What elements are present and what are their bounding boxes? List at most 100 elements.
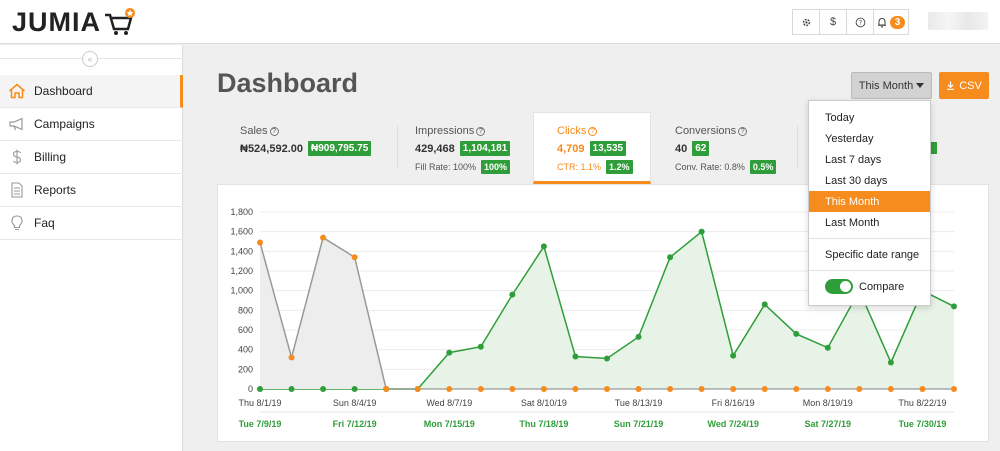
menu-divider (809, 270, 930, 271)
sidebar-item-billing[interactable]: Billing (0, 141, 183, 174)
sidebar-item-reports[interactable]: Reports (0, 174, 183, 207)
caret-down-icon (916, 83, 925, 88)
header-actions: $ ? 3 (792, 9, 909, 35)
compare-data-point (604, 355, 610, 362)
stat-value: 429,468 (415, 142, 455, 155)
home-icon (6, 82, 28, 100)
date-range-dropdown-button[interactable]: This Month (851, 72, 932, 99)
stat-sub-pill: 0.5% (749, 160, 777, 174)
y-tick-label: 1,400 (230, 246, 253, 256)
x-tick-label: Thu 8/22/19 (898, 398, 946, 408)
y-tick-label: 1,800 (230, 207, 253, 217)
user-menu[interactable] (928, 12, 988, 30)
x-tick-label: Wed 8/7/19 (426, 398, 472, 408)
compare-data-point (951, 303, 957, 310)
current-data-point (351, 254, 358, 261)
menu-item-today[interactable]: Today (825, 111, 855, 124)
stats-bar: Sales? ₦524,592.00 ₦909,795.75 Impression… (217, 112, 989, 184)
help-icon[interactable]: ? (846, 9, 874, 35)
x-compare-label: Tue 7/30/19 (899, 419, 947, 429)
csv-export-button[interactable]: CSV (939, 72, 989, 99)
menu-item-last-month[interactable]: Last Month (825, 216, 880, 229)
stat-compare-pill: 13,535 (589, 141, 627, 156)
stat-value-row: 40 62 (675, 141, 797, 156)
help-icon: ? (476, 126, 486, 136)
svg-text:?: ? (858, 18, 861, 26)
compare-data-point (761, 301, 768, 308)
compare-label: Compare (859, 280, 905, 293)
menu-item-yesterday[interactable]: Yesterday (825, 132, 874, 145)
compare-data-point (667, 254, 674, 261)
sidebar-item-faq[interactable]: Faq (0, 207, 183, 240)
x-compare-label: Thu 7/18/19 (519, 419, 568, 429)
current-data-point (730, 386, 737, 392)
page-title: Dashboard (217, 68, 359, 98)
dollar-icon[interactable]: $ (819, 9, 847, 35)
download-icon (947, 81, 955, 90)
clicks-line-chart: 0 200 400 600 800 1,000 1,200 1,400 1,600 1,800 Th… (230, 207, 957, 429)
gear-icon[interactable] (792, 9, 820, 35)
stat-impressions[interactable]: Impressions? 429,468 1,104,181 Fill Rate:… (398, 112, 533, 184)
current-series-area (260, 237, 387, 389)
stat-divider (397, 126, 398, 168)
compare-data-point (288, 386, 295, 392)
y-tick-label: 0 (248, 384, 253, 394)
y-tick-label: 600 (238, 325, 253, 335)
compare-data-point (635, 333, 642, 340)
compare-data-point (446, 349, 453, 356)
stat-compare-pill: 1,104,181 (459, 141, 511, 156)
notification-badge: 3 (889, 15, 906, 29)
stat-sales[interactable]: Sales? ₦524,592.00 ₦909,795.75 (217, 112, 397, 184)
menu-item-this-month[interactable]: This Month (809, 191, 930, 212)
compare-data-point (730, 352, 737, 359)
y-tick-label: 400 (238, 345, 253, 355)
current-data-point (446, 386, 453, 392)
stat-sub-pill: 1.2% (606, 160, 633, 174)
stat-label-text: Clicks (557, 125, 587, 137)
menu-item-specific-date-range[interactable]: Specific date range (825, 248, 920, 261)
current-data-point (572, 386, 579, 392)
sidebar: « Dashboard Campaigns Billing Reports (0, 45, 183, 451)
stat-label-text: Impressions (415, 125, 475, 137)
compare-toggle[interactable] (825, 279, 853, 294)
megaphone-icon (6, 115, 28, 133)
current-data-point (887, 386, 894, 392)
menu-item-last-30-days[interactable]: Last 30 days (825, 174, 888, 187)
date-range-menu: Today Yesterday Last 7 days Last 30 days… (808, 100, 931, 306)
sidebar-item-label: Reports (34, 183, 77, 197)
compare-toggle-row[interactable]: Compare (809, 276, 930, 297)
x-tick-label: Sat 8/10/19 (521, 398, 567, 408)
compare-data-point (793, 330, 800, 337)
menu-item-last-7-days[interactable]: Last 7 days (825, 153, 882, 166)
document-icon (6, 181, 28, 199)
stat-value-row: ₦524,592.00 ₦909,795.75 (240, 141, 397, 156)
collapse-sidebar-icon[interactable]: « (82, 51, 98, 67)
notifications-button[interactable]: 3 (873, 9, 909, 35)
compare-data-point (257, 386, 263, 392)
stat-value-row: 4,709 13,535 (557, 141, 650, 156)
chart-card: 0 200 400 600 800 1,000 1,200 1,400 1,600 1,800 Th… (217, 184, 989, 442)
sidebar-nav: Dashboard Campaigns Billing Reports Faq (0, 75, 183, 240)
stat-label: Conversions? (675, 125, 797, 137)
jumia-logo[interactable]: JUMIA (12, 6, 137, 38)
compare-data-point (351, 386, 358, 392)
x-tick-label: Tue 8/13/19 (615, 398, 663, 408)
current-data-point (698, 386, 705, 392)
current-data-point (951, 386, 957, 392)
compare-data-point (320, 386, 327, 392)
stat-sub-row: Conv. Rate: 0.8% 0.5% (675, 160, 797, 174)
compare-data-point (540, 243, 547, 250)
current-data-point (509, 386, 516, 392)
current-data-point (540, 386, 547, 392)
sidebar-item-label: Campaigns (34, 117, 95, 131)
stat-sub-pill: 100% (481, 160, 511, 174)
compare-data-point (477, 343, 484, 350)
compare-series-area (260, 231, 954, 389)
current-data-point (257, 239, 263, 246)
sidebar-item-dashboard[interactable]: Dashboard (0, 75, 183, 108)
stat-clicks[interactable]: Clicks? 4,709 13,535 CTR: 1.1% 1.2% (533, 112, 651, 184)
stat-sub-row: CTR: 1.1% 1.2% (557, 160, 650, 174)
sidebar-item-label: Billing (34, 150, 67, 164)
sidebar-item-campaigns[interactable]: Campaigns (0, 108, 183, 141)
stat-conversions[interactable]: Conversions? 40 62 Conv. Rate: 0.8% 0.5% (651, 112, 797, 184)
